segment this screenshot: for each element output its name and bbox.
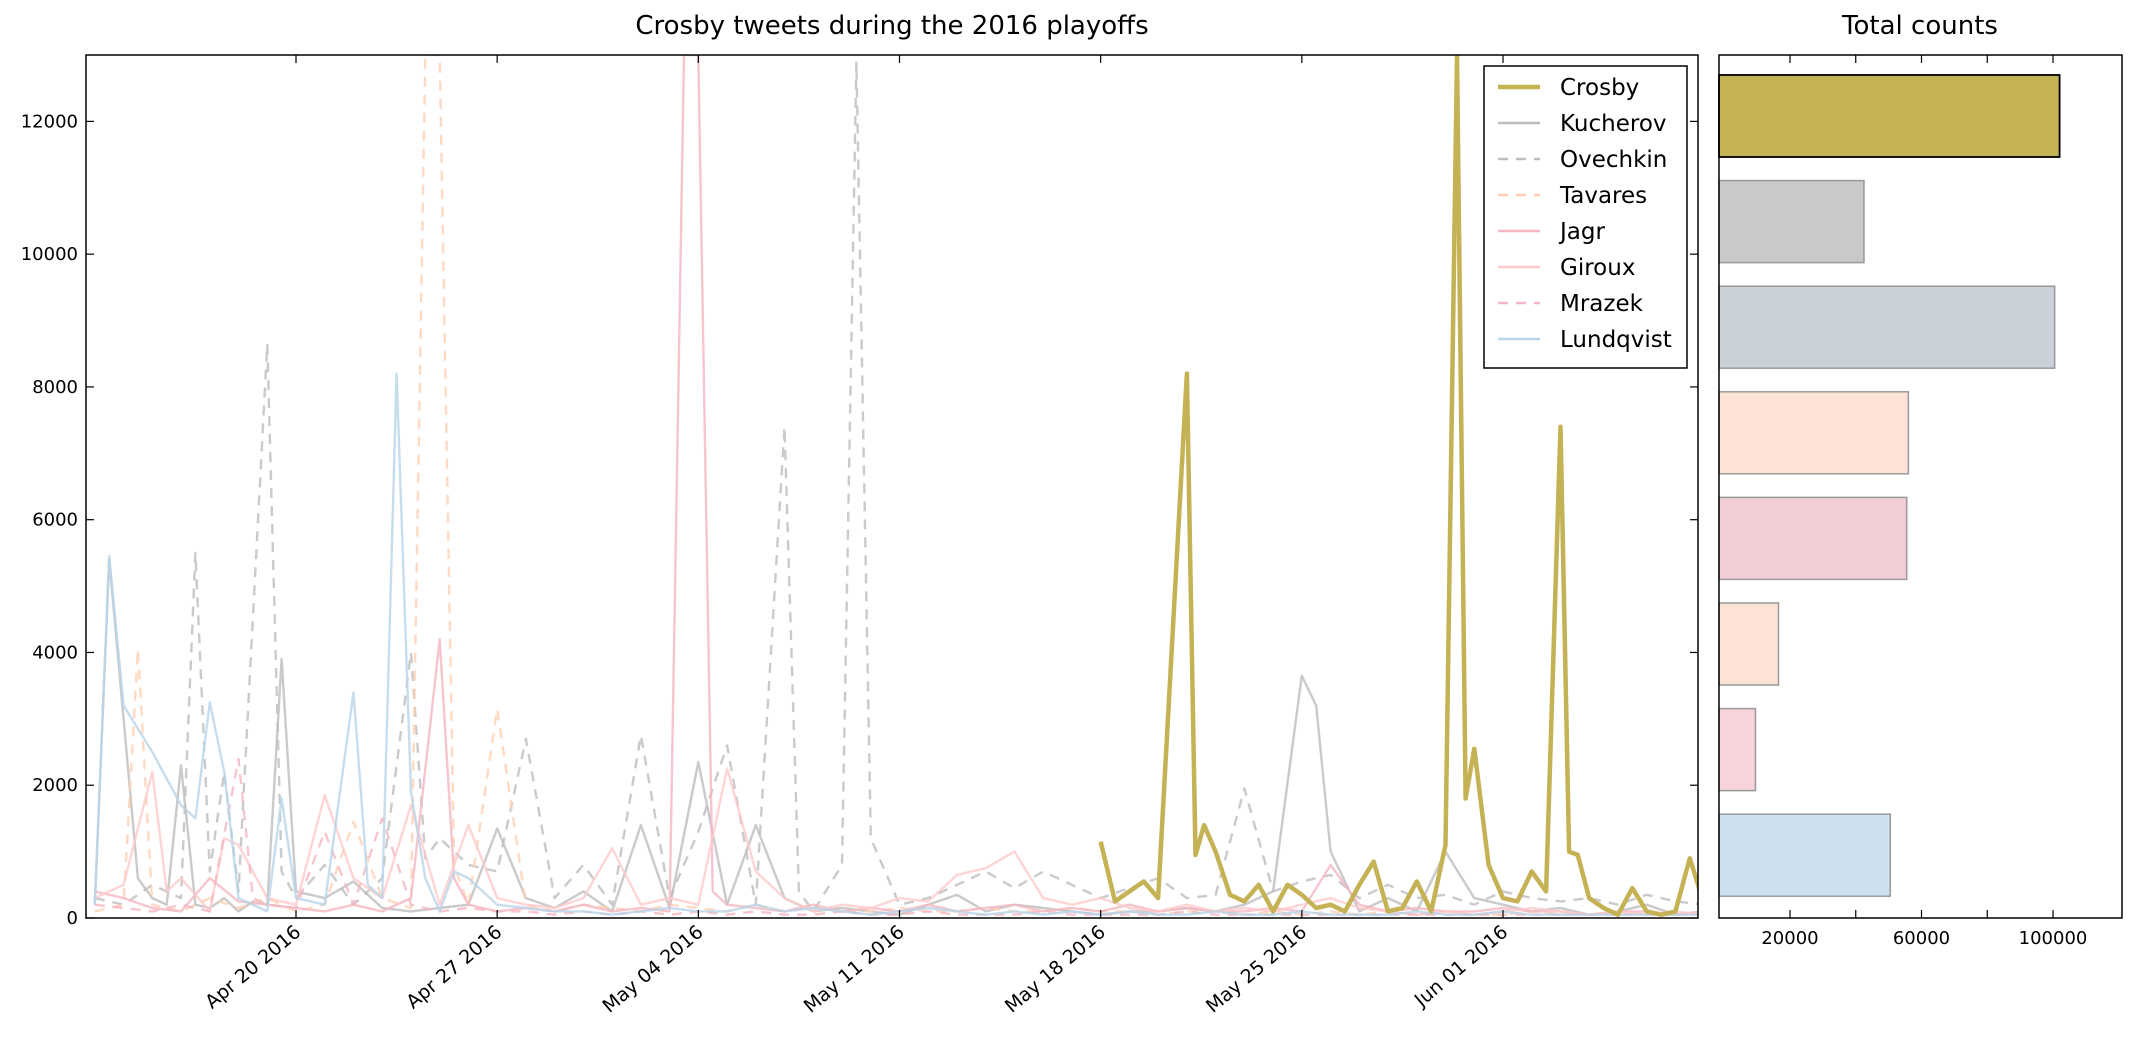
- y-tick-label: 8000: [32, 377, 78, 398]
- y-tick-label: 10000: [21, 244, 78, 265]
- bar-lundqvist: [1718, 813, 1892, 897]
- series-line-mrazek: [94, 757, 1698, 916]
- bar-giroux: [1718, 602, 1780, 686]
- bar-jagr: [1718, 496, 1908, 581]
- line-chart-axes-frame: [85, 54, 1699, 919]
- legend-box: [1483, 65, 1688, 369]
- series-line-lundqvist: [93, 372, 1698, 916]
- y-tick-label: 0: [67, 908, 78, 929]
- bar-x-tick-label: 60000: [1893, 928, 1950, 949]
- bar-x-tick-label: 100000: [2019, 928, 2088, 949]
- bar-kucherov: [1718, 179, 1865, 264]
- line-chart-y-ticks: 0 2000 4000 6000 8000 10000 12000: [21, 111, 1698, 929]
- bar-crosby: [1718, 74, 2061, 158]
- bar-chart-title: Total counts: [1841, 11, 1998, 41]
- y-tick-label: 12000: [21, 111, 78, 132]
- legend: Crosby Kucherov Ovechkin Tavares Jagr Giroux M…: [1483, 65, 1688, 369]
- line-chart-title: Crosby tweets during the 2016 playoffs: [635, 11, 1148, 41]
- bar-mrazek: [1718, 707, 1757, 792]
- legend-label-mrazek: Mrazek: [1560, 291, 1644, 317]
- legend-label-crosby: Crosby: [1560, 75, 1639, 101]
- series-line-jagr: [94, 55, 1698, 916]
- legend-label-kucherov: Kucherov: [1560, 111, 1667, 137]
- series-line-ovechkin: [94, 60, 1698, 913]
- bar-chart-axes-frame: [1718, 54, 2123, 919]
- bar-chart-panel: Total counts 20000 60000 100000: [1718, 11, 2123, 949]
- series-line-crosby: [1098, 55, 1698, 917]
- legend-label-tavares: Tavares: [1559, 183, 1647, 209]
- bar-x-tick-label: 20000: [1761, 928, 1818, 949]
- legend-label-jagr: Jagr: [1558, 219, 1605, 245]
- bar-ovechkin: [1718, 285, 2056, 369]
- y-tick-label: 2000: [32, 775, 78, 796]
- legend-label-lundqvist: Lundqvist: [1560, 327, 1672, 353]
- bar-chart-x-ticks: 20000 60000 100000: [1761, 55, 2087, 949]
- y-tick-label: 4000: [32, 642, 78, 663]
- line-series-group: [93, 55, 1698, 917]
- legend-label-ovechkin: Ovechkin: [1560, 147, 1667, 173]
- y-tick-label: 6000: [32, 510, 78, 531]
- bar-tavares: [1718, 391, 1910, 475]
- legend-label-giroux: Giroux: [1560, 255, 1635, 281]
